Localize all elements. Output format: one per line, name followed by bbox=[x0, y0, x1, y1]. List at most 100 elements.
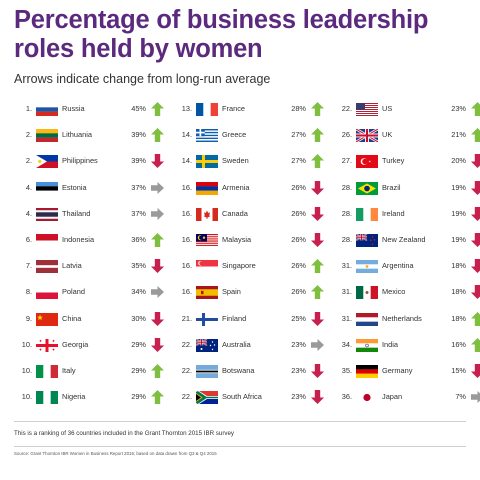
country-label: Latvia bbox=[62, 261, 82, 271]
arrow-down-icon bbox=[151, 259, 164, 274]
greece-flag-icon bbox=[196, 129, 218, 143]
footnote: This is a ranking of 36 countries includ… bbox=[14, 430, 235, 437]
rank-label: 7. bbox=[25, 261, 32, 271]
georgia-flag-icon bbox=[36, 338, 58, 352]
rank-label: 22. bbox=[181, 339, 192, 349]
arrow-up-icon bbox=[471, 102, 480, 116]
country-label: Singapore bbox=[222, 261, 256, 271]
country-label: Nigeria bbox=[62, 392, 86, 402]
finland-flag-icon bbox=[196, 312, 218, 326]
percentage-value: 19% bbox=[451, 208, 466, 218]
percentage-value: 16% bbox=[451, 339, 466, 349]
arrow-up-icon bbox=[311, 285, 324, 300]
percentage-value: 27% bbox=[291, 130, 306, 140]
table-row: 28. Ireland 19% bbox=[338, 203, 480, 225]
france-flag-icon bbox=[196, 103, 218, 116]
percentage-value: 37% bbox=[131, 208, 146, 218]
percentage-value: 29% bbox=[131, 339, 146, 349]
table-row: 35. Germany 15% bbox=[338, 360, 480, 382]
russia-flag-icon bbox=[36, 103, 58, 116]
armenia-flag-icon bbox=[196, 181, 218, 195]
arrow-down-icon bbox=[151, 154, 164, 169]
percentage-value: 45% bbox=[131, 104, 146, 113]
arrow-up-icon bbox=[151, 233, 164, 247]
arrow-down-icon bbox=[311, 390, 324, 405]
philippines-flag-icon bbox=[36, 155, 58, 169]
arrow-down-icon bbox=[471, 364, 480, 378]
arrow-flat-icon bbox=[471, 390, 480, 404]
percentage-value: 30% bbox=[131, 313, 146, 323]
table-row: 6. Indonesia 36% bbox=[18, 229, 168, 251]
table-row: 28. New Zealand 19% bbox=[338, 229, 480, 251]
table-row: 22. Australia 23% bbox=[178, 334, 328, 356]
rank-label: 6. bbox=[25, 235, 32, 244]
table-row: 10. Italy 29% bbox=[18, 360, 168, 382]
arrow-down-icon bbox=[471, 285, 480, 300]
percentage-value: 18% bbox=[451, 313, 466, 323]
table-row: 16. Singapore 26% bbox=[178, 255, 328, 277]
table-row: 27. Turkey 20% bbox=[338, 150, 480, 172]
arrow-down-icon bbox=[311, 364, 324, 378]
rank-label: 2. bbox=[25, 130, 32, 140]
country-label: Greece bbox=[222, 130, 247, 140]
turkey-flag-icon bbox=[356, 155, 378, 169]
country-label: US bbox=[382, 104, 393, 113]
rank-label: 22. bbox=[341, 104, 352, 113]
country-label: Italy bbox=[62, 366, 76, 375]
rank-label: 9. bbox=[25, 313, 32, 323]
rank-label: 14. bbox=[181, 130, 192, 140]
percentage-value: 18% bbox=[451, 261, 466, 271]
italy-flag-icon bbox=[36, 365, 58, 378]
country-label: Argentina bbox=[382, 261, 414, 271]
china-flag-icon bbox=[36, 312, 58, 326]
table-row: 16. Malaysia 26% bbox=[178, 229, 328, 251]
arrow-up-icon bbox=[151, 390, 164, 405]
percentage-value: 18% bbox=[451, 287, 466, 297]
country-label: South Africa bbox=[222, 392, 262, 402]
table-row: 2. Philippines 39% bbox=[18, 150, 168, 172]
estonia-flag-icon bbox=[36, 181, 58, 195]
country-label: Russia bbox=[62, 104, 85, 113]
percentage-value: 37% bbox=[131, 182, 146, 192]
rank-label: 14. bbox=[181, 156, 192, 166]
country-label: New Zealand bbox=[382, 235, 426, 244]
arrow-up-icon bbox=[311, 128, 324, 143]
percentage-value: 26% bbox=[291, 287, 306, 297]
table-row: 13. France 28% bbox=[178, 98, 328, 120]
rank-label: 31. bbox=[341, 261, 352, 271]
percentage-value: 29% bbox=[131, 366, 146, 375]
percentage-value: 27% bbox=[291, 156, 306, 166]
rank-label: 10. bbox=[21, 366, 32, 375]
rank-label: 8. bbox=[25, 287, 32, 297]
percentage-value: 21% bbox=[451, 130, 466, 140]
arrow-up-icon bbox=[471, 128, 480, 143]
country-label: Japan bbox=[382, 392, 403, 402]
singapore-flag-icon bbox=[196, 260, 218, 274]
rank-label: 16. bbox=[181, 235, 192, 244]
table-row: 28. Brazil 19% bbox=[338, 177, 480, 199]
australia-flag-icon bbox=[196, 338, 218, 352]
arrow-down-icon bbox=[311, 233, 324, 247]
arrow-up-icon bbox=[311, 102, 324, 116]
ireland-flag-icon bbox=[356, 207, 378, 221]
source-note: Source: Grant Thornton IBR Women in Busi… bbox=[14, 451, 217, 456]
newzealand-flag-icon bbox=[356, 234, 378, 247]
country-label: Philippines bbox=[62, 156, 98, 166]
percentage-value: 39% bbox=[131, 156, 146, 166]
spain-flag-icon bbox=[196, 286, 218, 300]
arrow-flat-icon bbox=[151, 285, 164, 299]
country-label: Thailand bbox=[62, 208, 91, 218]
country-label: Georgia bbox=[62, 339, 89, 349]
arrow-down-icon bbox=[471, 180, 480, 195]
table-row: 7. Latvia 35% bbox=[18, 255, 168, 277]
arrow-down-icon bbox=[471, 154, 480, 169]
percentage-value: 25% bbox=[291, 313, 306, 323]
rank-label: 1. bbox=[25, 104, 32, 113]
table-row: 2. Lithuania 39% bbox=[18, 124, 168, 146]
table-row: 8. Poland 34% bbox=[18, 281, 168, 303]
arrow-down-icon bbox=[311, 206, 324, 221]
arrow-flat-icon bbox=[311, 338, 324, 352]
country-label: Australia bbox=[222, 339, 251, 349]
argentina-flag-icon bbox=[356, 260, 378, 274]
uk-flag-icon bbox=[356, 129, 378, 143]
